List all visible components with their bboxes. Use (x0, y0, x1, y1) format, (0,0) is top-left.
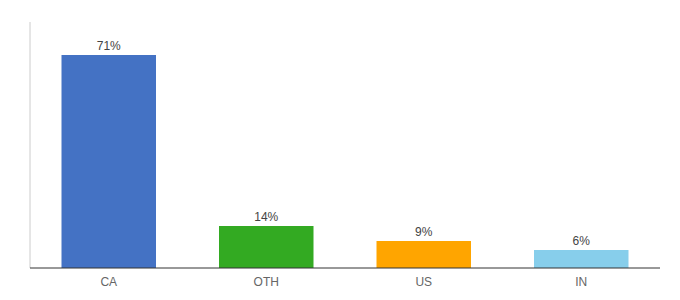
x-axis-line (30, 268, 660, 269)
bar (377, 241, 472, 268)
x-tick-label: CA (100, 275, 117, 289)
data-label: 6% (573, 234, 591, 248)
bars (62, 55, 629, 268)
data-label: 9% (415, 225, 433, 239)
x-tick-label: IN (575, 275, 587, 289)
chart-container: 71% 14% 9% 6% CA OTH US IN (0, 0, 680, 300)
chart: 71% 14% 9% 6% CA OTH US IN (0, 0, 680, 300)
data-label: 14% (254, 210, 278, 224)
bar (534, 250, 629, 268)
x-tick-label: OTH (254, 275, 279, 289)
x-tick-label: US (415, 275, 432, 289)
y-axis-line (30, 22, 31, 268)
bar (62, 55, 157, 268)
bar (219, 226, 314, 268)
data-label: 71% (97, 39, 121, 53)
